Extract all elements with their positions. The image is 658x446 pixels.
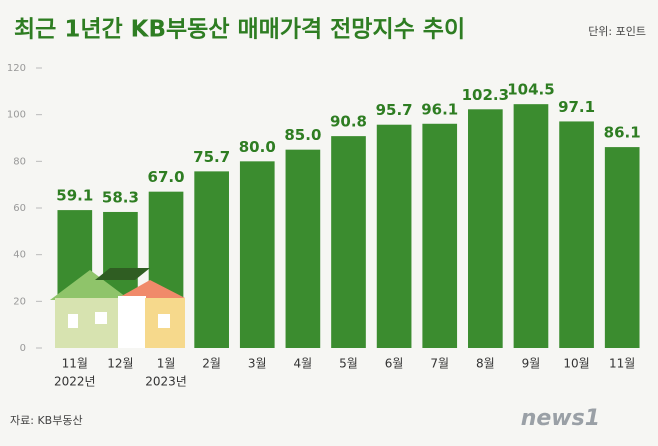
y-tick-label: 100: [7, 110, 26, 121]
y-tick-label: 120: [7, 63, 26, 74]
x-tick-label: 1월: [157, 357, 176, 371]
chart-title: 최근 1년간 KB부동산 매매가격 전망지수 추이: [14, 17, 465, 43]
bar: [604, 147, 640, 348]
source: 자료: KB부동산: [10, 414, 83, 427]
x-tick-label: 7월: [430, 357, 449, 371]
value-label: 85.0: [284, 126, 321, 144]
y-tick-label: 0: [20, 343, 26, 354]
value-label: 97.1: [558, 98, 595, 116]
x-tick-label: 3월: [248, 357, 267, 371]
bar: [559, 121, 594, 348]
x-tick-label: 11월: [609, 357, 635, 371]
bar: [422, 123, 458, 349]
y-tick-label: 80: [13, 156, 26, 167]
x-tick-label: 6월: [385, 357, 404, 371]
bar: [468, 109, 503, 348]
x-tick-label: 12월: [107, 357, 133, 371]
value-label: 59.1: [56, 187, 93, 205]
bar: [513, 104, 549, 349]
x-tick-label: 4월: [294, 357, 313, 371]
x-tick-label: 10월: [563, 357, 589, 371]
logo: news1: [521, 406, 600, 431]
bar: [285, 149, 321, 348]
y-tick-label: 60: [13, 203, 26, 214]
value-label: 67.0: [148, 168, 185, 186]
x-tick-label: 8월: [476, 357, 495, 371]
value-label: 75.7: [193, 148, 230, 166]
x-tick-label: 11월: [62, 357, 88, 371]
value-label: 58.3: [102, 188, 139, 206]
value-label: 96.1: [421, 100, 458, 118]
value-label: 102.3: [462, 86, 509, 104]
bar: [239, 161, 275, 348]
houses-illustration: [50, 268, 185, 348]
x-tick-label: 2월: [202, 357, 221, 371]
year-label: 2022년: [54, 375, 96, 389]
bar: [376, 124, 412, 348]
value-label: 104.5: [507, 81, 554, 99]
bar: [331, 136, 366, 348]
x-tick-label: 5월: [339, 357, 358, 371]
unit: 단위: 포인트: [588, 25, 646, 38]
value-label: 90.8: [330, 113, 367, 131]
y-tick-label: 40: [13, 250, 26, 261]
x-tick-label: 9월: [522, 357, 541, 371]
value-label: 80.0: [239, 138, 276, 156]
y-tick-label: 20: [13, 296, 26, 307]
value-label: 95.7: [376, 101, 413, 119]
year-label: 2023년: [145, 375, 187, 389]
bar: [194, 171, 229, 348]
value-label: 86.1: [604, 124, 641, 142]
